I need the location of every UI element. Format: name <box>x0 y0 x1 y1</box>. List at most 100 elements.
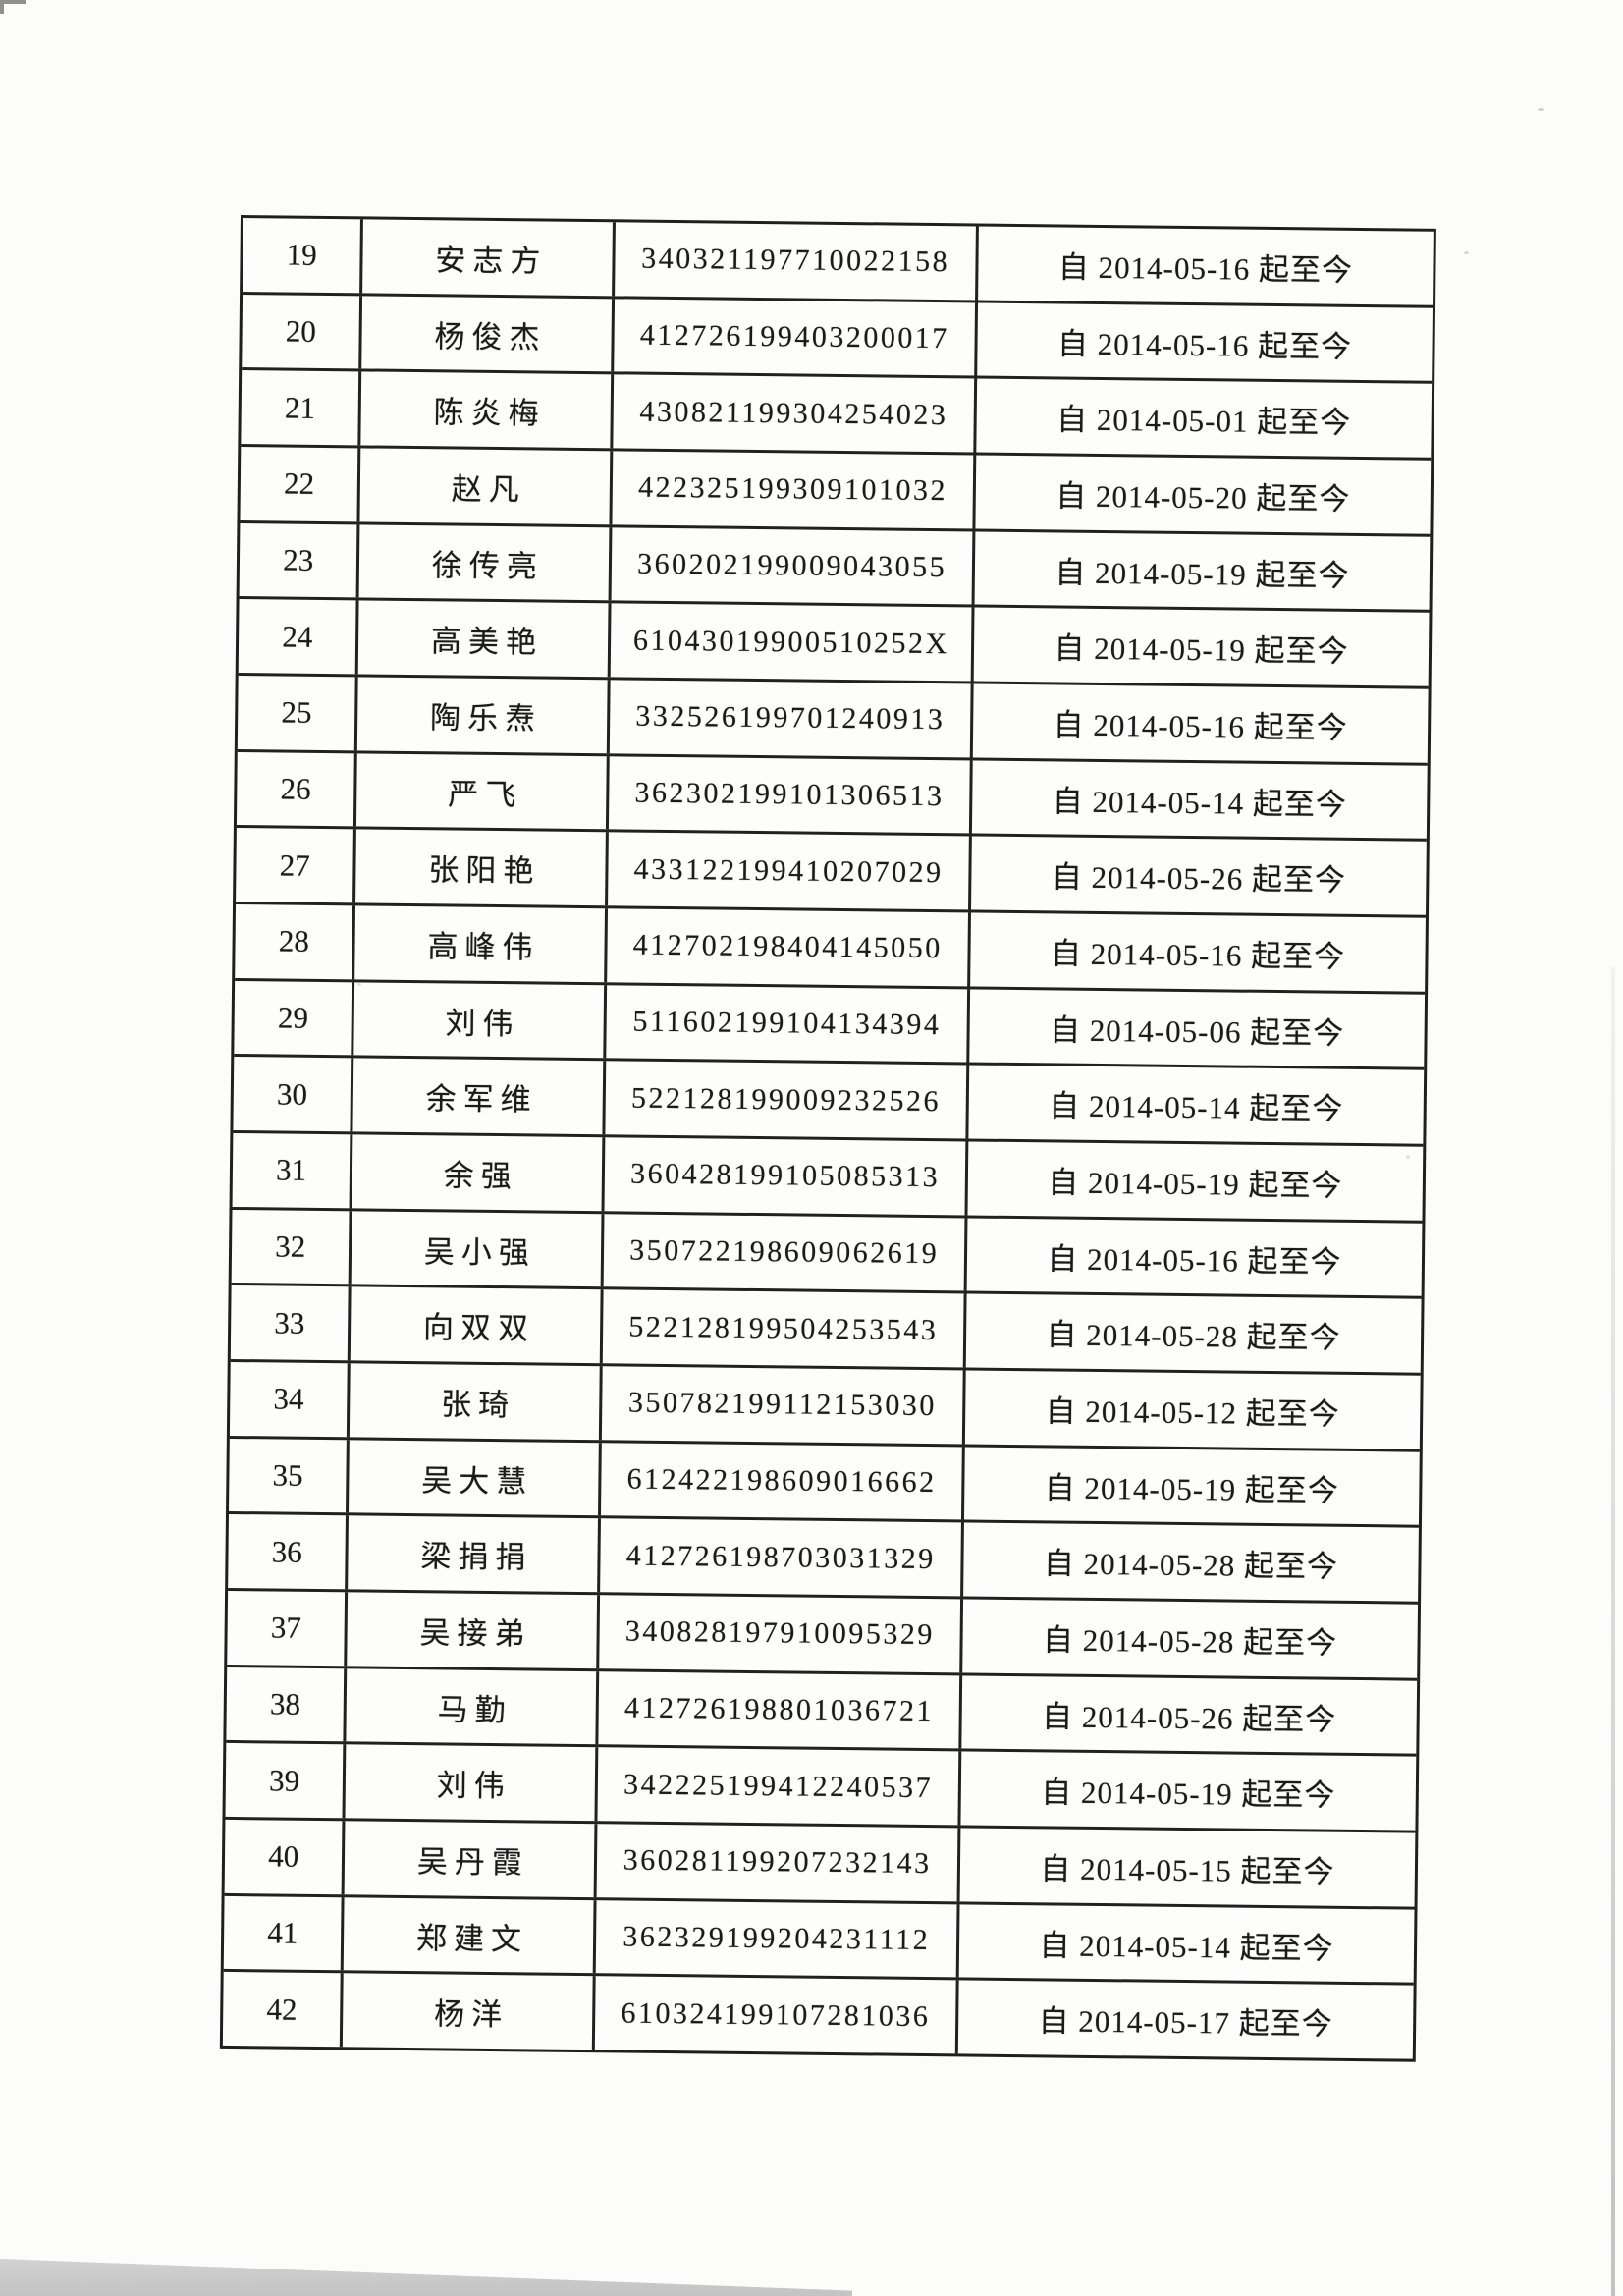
id-number-cell: 412726199403200017 <box>614 299 979 376</box>
row-number-cell: 38 <box>226 1667 348 1742</box>
id-number-cell: 360202199009043055 <box>611 527 976 605</box>
table-row: 30 余军维 522128199009232526 自 2014-05-14 起… <box>233 1057 1425 1147</box>
table-row: 31 余强 360428199105085313 自 2014-05-19 起至… <box>232 1133 1424 1224</box>
row-number-cell: 28 <box>235 904 356 980</box>
period-cell: 自 2014-05-06 起至今 <box>1049 1011 1345 1051</box>
table-row: 20 杨俊杰 412726199403200017 自 2014-05-16 起… <box>242 294 1434 385</box>
table-row: 36 梁捐捐 412726198703031329 自 2014-05-28 起… <box>228 1514 1419 1605</box>
name-cell: 吴丹霞 <box>345 1821 598 1898</box>
table-row: 33 向双双 522128199504253543 自 2014-05-28 起… <box>230 1285 1422 1376</box>
row-number-cell: 37 <box>227 1591 349 1667</box>
period-cell: 自 2014-05-15 起至今 <box>1040 1851 1335 1889</box>
id-number-cell: 360281199207232143 <box>596 1824 961 1902</box>
name-cell: 高美艳 <box>358 600 612 678</box>
name-cell: 向双双 <box>351 1286 604 1364</box>
row-number-cell: 41 <box>223 1895 345 1971</box>
id-number-cell: 412702198404145050 <box>607 908 971 987</box>
row-number-cell: 19 <box>243 218 364 294</box>
row-number-cell: 26 <box>236 751 358 827</box>
name-cell: 陶乐焘 <box>357 677 611 754</box>
period-cell: 自 2014-05-19 起至今 <box>1054 630 1349 670</box>
id-number-cell: 362329199204231112 <box>596 1900 960 1978</box>
row-number-cell: 25 <box>237 676 359 751</box>
id-number-cell: 433122199410207029 <box>608 832 972 910</box>
name-cell: 徐传亮 <box>358 524 613 601</box>
table-row: 26 严飞 362302199101306513 自 2014-05-14 起至… <box>236 751 1428 843</box>
period-cell: 自 2014-05-14 起至今 <box>1048 1088 1344 1127</box>
id-number-cell: 522128199009232526 <box>605 1061 970 1139</box>
scan-streak-right-edge <box>1611 967 1615 2296</box>
period-cell: 自 2014-05-19 起至今 <box>1041 1775 1336 1814</box>
scan-corner-artifact <box>0 0 26 14</box>
name-cell: 郑建文 <box>344 1897 597 1974</box>
period-cell: 自 2014-05-16 起至今 <box>1053 707 1348 745</box>
period-cell: 自 2014-05-20 起至今 <box>1055 478 1351 517</box>
table-row: 19 安志方 340321197710022158 自 2014-05-16 起… <box>243 218 1434 308</box>
period-cell: 自 2014-05-28 起至今 <box>1042 1622 1338 1661</box>
row-number-cell: 36 <box>228 1514 350 1590</box>
table-row: 42 杨洋 610324199107281036 自 2014-05-17 起至… <box>222 1972 1414 2058</box>
period-cell: 自 2014-05-28 起至今 <box>1046 1317 1341 1356</box>
table-row: 39 刘伟 342225199412240537 自 2014-05-19 起至… <box>225 1743 1417 1833</box>
id-number-cell: 522128199504253543 <box>603 1289 967 1368</box>
name-cell: 余军维 <box>352 1058 607 1135</box>
table-row: 32 吴小强 350722198609062619 自 2014-05-16 起… <box>231 1209 1423 1300</box>
scan-speck <box>1464 251 1469 254</box>
id-number-cell: 340321197710022158 <box>615 222 979 301</box>
id-number-cell: 61043019900510252X <box>611 603 975 682</box>
row-number-cell: 29 <box>234 980 355 1056</box>
table-row: 21 陈炎梅 430821199304254023 自 2014-05-01 起… <box>241 370 1433 461</box>
period-cell: 自 2014-05-16 起至今 <box>1057 249 1354 288</box>
period-cell: 自 2014-05-16 起至今 <box>1047 1240 1342 1280</box>
id-number-cell: 342225199412240537 <box>597 1747 962 1826</box>
name-cell: 陈炎梅 <box>360 371 615 449</box>
name-cell: 高峰伟 <box>354 905 609 983</box>
scan-speck <box>1538 108 1544 111</box>
period-cell: 自 2014-05-19 起至今 <box>1044 1469 1340 1508</box>
row-number-cell: 33 <box>230 1285 352 1361</box>
name-cell: 刘伟 <box>345 1744 599 1822</box>
name-cell: 张琦 <box>350 1363 604 1441</box>
id-number-cell: 412726198801036721 <box>598 1671 963 1749</box>
name-cell: 赵凡 <box>359 448 614 525</box>
row-number-cell: 39 <box>225 1743 347 1819</box>
period-cell: 自 2014-05-26 起至今 <box>1041 1698 1337 1737</box>
id-number-cell: 612422198609016662 <box>601 1443 965 1520</box>
period-cell: 自 2014-05-12 起至今 <box>1045 1394 1340 1432</box>
period-cell: 自 2014-05-28 起至今 <box>1043 1546 1339 1585</box>
name-cell: 安志方 <box>362 219 617 297</box>
table-row: 35 吴大慧 612422198609016662 自 2014-05-19 起… <box>228 1438 1420 1529</box>
id-number-cell: 362302199101306513 <box>609 756 973 834</box>
table-row: 25 陶乐焘 332526199701240913 自 2014-05-16 起… <box>237 676 1429 766</box>
period-cell: 自 2014-05-19 起至今 <box>1048 1165 1343 1203</box>
scan-speck <box>1406 1155 1410 1159</box>
name-cell: 刘伟 <box>353 982 608 1059</box>
id-number-cell: 350722198609062619 <box>603 1214 968 1291</box>
table-row: 22 赵凡 422325199309101032 自 2014-05-20 起至… <box>240 447 1432 537</box>
scan-shadow-bottom-left <box>0 2259 852 2296</box>
table-row: 40 吴丹霞 360281199207232143 自 2014-05-15 起… <box>224 1820 1416 1910</box>
name-cell: 杨俊杰 <box>361 296 616 372</box>
name-cell: 吴小强 <box>352 1211 605 1287</box>
row-number-cell: 31 <box>232 1133 353 1209</box>
table-row: 23 徐传亮 360202199009043055 自 2014-05-19 起… <box>239 522 1431 614</box>
table-row: 28 高峰伟 412702198404145050 自 2014-05-16 起… <box>235 904 1426 995</box>
row-number-cell: 35 <box>229 1438 351 1513</box>
name-cell: 吴大慧 <box>349 1440 603 1516</box>
table-row: 41 郑建文 362329199204231112 自 2014-05-14 起… <box>223 1895 1415 1987</box>
period-cell: 自 2014-05-14 起至今 <box>1052 783 1348 822</box>
row-number-cell: 40 <box>224 1820 346 1895</box>
roster-table: 19 安志方 340321197710022158 自 2014-05-16 起… <box>219 215 1436 2062</box>
row-number-cell: 22 <box>240 447 361 522</box>
id-number-cell: 422325199309101032 <box>612 451 977 529</box>
period-cell: 自 2014-05-16 起至今 <box>1056 325 1353 364</box>
name-cell: 余强 <box>352 1134 606 1212</box>
row-number-cell: 42 <box>222 1972 345 2048</box>
table-row: 38 马勤 412726198801036721 自 2014-05-26 起至… <box>226 1667 1418 1758</box>
period-cell: 自 2014-05-17 起至今 <box>1038 2003 1333 2043</box>
row-number-cell: 30 <box>233 1057 354 1132</box>
table-row: 29 刘伟 511602199104134394 自 2014-05-06 起至… <box>234 980 1426 1071</box>
id-number-cell: 511602199104134394 <box>606 985 971 1063</box>
id-number-cell: 332526199701240913 <box>610 680 974 758</box>
id-number-cell: 430821199304254023 <box>613 374 978 453</box>
